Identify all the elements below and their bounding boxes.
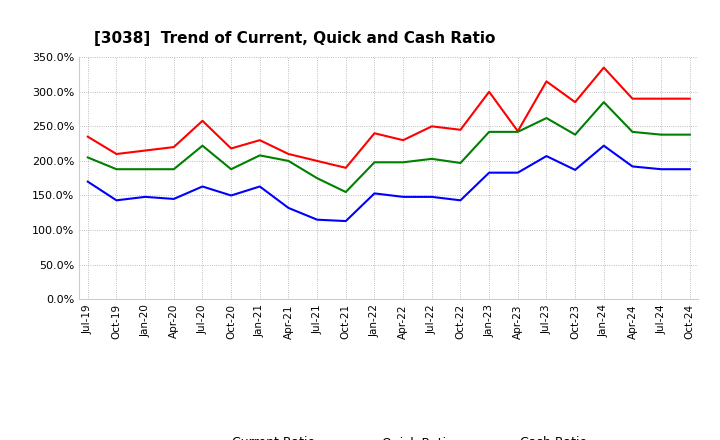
Current Ratio xyxy=(169,144,178,150)
Current Ratio xyxy=(341,165,350,170)
Quick Ratio xyxy=(227,167,235,172)
Cash Ratio xyxy=(370,191,379,196)
Cash Ratio xyxy=(341,218,350,224)
Cash Ratio xyxy=(312,217,321,222)
Current Ratio xyxy=(628,96,636,101)
Quick Ratio xyxy=(428,156,436,161)
Line: Quick Ratio: Quick Ratio xyxy=(88,102,690,192)
Quick Ratio xyxy=(256,153,264,158)
Quick Ratio xyxy=(685,132,694,137)
Legend: Current Ratio, Quick Ratio, Cash Ratio: Current Ratio, Quick Ratio, Cash Ratio xyxy=(186,431,592,440)
Cash Ratio xyxy=(428,194,436,199)
Cash Ratio xyxy=(485,170,493,175)
Cash Ratio xyxy=(685,167,694,172)
Current Ratio xyxy=(428,124,436,129)
Cash Ratio xyxy=(513,170,522,175)
Current Ratio xyxy=(657,96,665,101)
Quick Ratio xyxy=(542,115,551,121)
Current Ratio xyxy=(198,118,207,124)
Quick Ratio xyxy=(84,155,92,160)
Current Ratio xyxy=(84,134,92,139)
Quick Ratio xyxy=(485,129,493,135)
Cash Ratio xyxy=(112,198,121,203)
Cash Ratio xyxy=(628,164,636,169)
Cash Ratio xyxy=(84,179,92,184)
Current Ratio xyxy=(685,96,694,101)
Quick Ratio xyxy=(571,132,580,137)
Current Ratio xyxy=(312,158,321,164)
Quick Ratio xyxy=(370,160,379,165)
Line: Cash Ratio: Cash Ratio xyxy=(88,146,690,221)
Current Ratio xyxy=(141,148,150,153)
Quick Ratio xyxy=(169,167,178,172)
Quick Ratio xyxy=(513,129,522,135)
Cash Ratio xyxy=(571,167,580,172)
Cash Ratio xyxy=(227,193,235,198)
Quick Ratio xyxy=(628,129,636,135)
Current Ratio xyxy=(456,127,465,132)
Quick Ratio xyxy=(657,132,665,137)
Cash Ratio xyxy=(657,167,665,172)
Current Ratio xyxy=(600,65,608,70)
Quick Ratio xyxy=(284,158,293,164)
Current Ratio xyxy=(227,146,235,151)
Quick Ratio xyxy=(198,143,207,148)
Cash Ratio xyxy=(169,196,178,202)
Line: Current Ratio: Current Ratio xyxy=(88,68,690,168)
Text: [3038]  Trend of Current, Quick and Cash Ratio: [3038] Trend of Current, Quick and Cash … xyxy=(94,31,495,46)
Cash Ratio xyxy=(600,143,608,148)
Current Ratio xyxy=(485,89,493,95)
Current Ratio xyxy=(370,131,379,136)
Cash Ratio xyxy=(399,194,408,199)
Cash Ratio xyxy=(256,184,264,189)
Current Ratio xyxy=(513,128,522,134)
Quick Ratio xyxy=(456,160,465,165)
Current Ratio xyxy=(112,151,121,157)
Cash Ratio xyxy=(198,184,207,189)
Quick Ratio xyxy=(141,167,150,172)
Cash Ratio xyxy=(284,205,293,211)
Current Ratio xyxy=(284,151,293,157)
Quick Ratio xyxy=(600,99,608,105)
Current Ratio xyxy=(399,138,408,143)
Quick Ratio xyxy=(312,176,321,181)
Current Ratio xyxy=(542,79,551,84)
Quick Ratio xyxy=(112,167,121,172)
Quick Ratio xyxy=(341,189,350,194)
Cash Ratio xyxy=(141,194,150,199)
Quick Ratio xyxy=(399,160,408,165)
Cash Ratio xyxy=(542,154,551,159)
Cash Ratio xyxy=(456,198,465,203)
Current Ratio xyxy=(571,99,580,105)
Current Ratio xyxy=(256,138,264,143)
